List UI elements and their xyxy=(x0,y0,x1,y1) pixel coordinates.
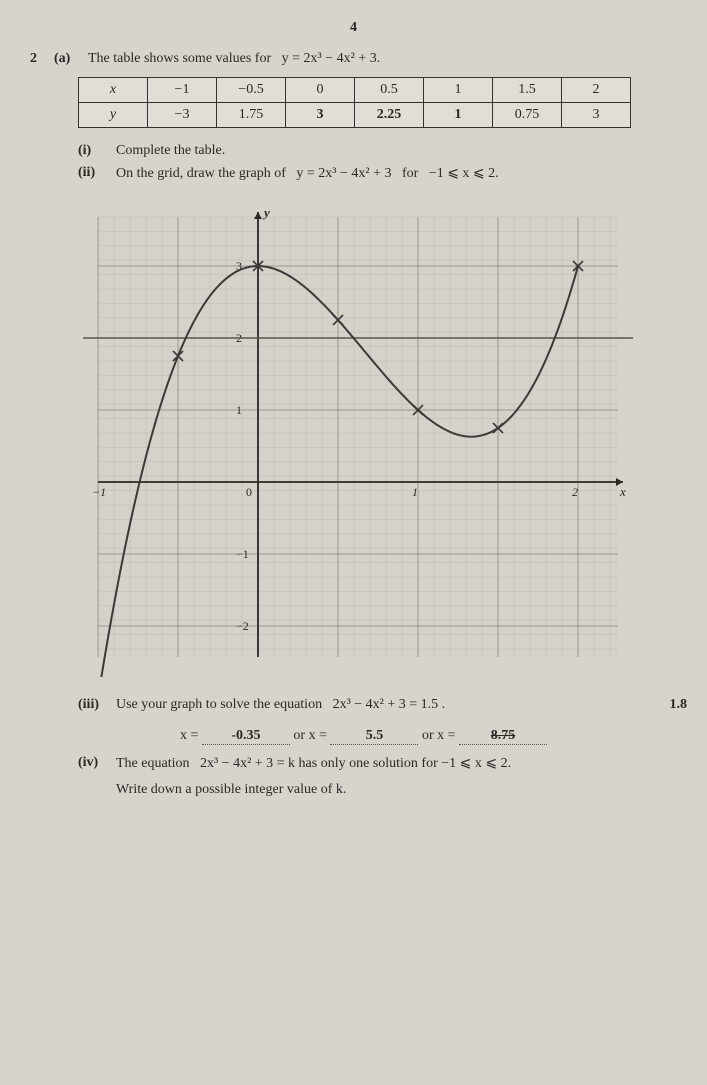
svg-text:1: 1 xyxy=(412,485,418,499)
part-ii-label: (ii) xyxy=(78,165,106,182)
part-a-label: (a) xyxy=(54,51,76,67)
table-row-x: x −1 −0.5 0 0.5 1 1.5 2 xyxy=(79,78,631,103)
svg-text:1: 1 xyxy=(236,403,242,417)
row-x-label: x xyxy=(79,78,148,103)
svg-text:−2: −2 xyxy=(236,619,249,633)
svg-text:2: 2 xyxy=(572,485,578,499)
part-i-text: Complete the table. xyxy=(116,143,677,159)
table-row-y: y −3 1.75 3 2.25 1 0.75 3 xyxy=(79,103,631,128)
part-iv-text: The equation 2x³ − 4x² + 3 = k has only … xyxy=(116,755,677,798)
svg-text:y: y xyxy=(262,205,270,220)
answer-line: x = -0.35 or x = 5.5 or x = 8.75 xyxy=(180,728,677,745)
question-number: 2 xyxy=(30,51,42,67)
intro-text: The table shows some values for y = 2x³ … xyxy=(88,51,677,67)
part-ii-text: On the grid, draw the graph of y = 2x³ −… xyxy=(116,165,677,182)
row-y-label: y xyxy=(79,103,148,128)
answer-2: 5.5 xyxy=(330,728,418,745)
svg-text:x: x xyxy=(619,484,626,499)
answer-1: -0.35 xyxy=(202,728,290,745)
part-iii-label: (iii) xyxy=(78,697,106,713)
answer-3: 8.75 xyxy=(459,728,547,745)
side-note: 1.8 xyxy=(670,697,688,713)
svg-text:−1: −1 xyxy=(92,485,106,499)
part-iii-text: Use your graph to solve the equation 2x³… xyxy=(116,697,677,713)
graph: −1120−3−2−1123yx xyxy=(78,197,638,677)
part-i-label: (i) xyxy=(78,143,106,159)
page-number: 4 xyxy=(30,20,677,36)
values-table: x −1 −0.5 0 0.5 1 1.5 2 y −3 1.75 3 2.25… xyxy=(78,77,631,128)
svg-text:0: 0 xyxy=(246,485,252,499)
part-iv-label: (iv) xyxy=(78,755,106,798)
svg-text:−1: −1 xyxy=(236,547,249,561)
